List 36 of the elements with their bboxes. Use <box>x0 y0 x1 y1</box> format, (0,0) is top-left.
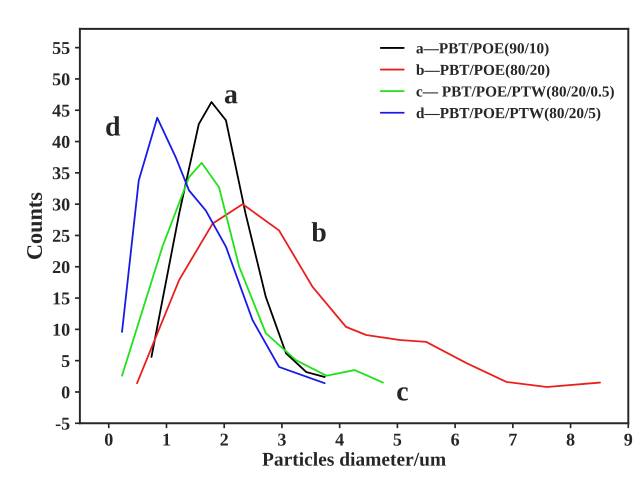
y-tick-label: 35 <box>52 167 70 180</box>
line-series <box>121 162 384 384</box>
y-tick-label: 5 <box>62 355 70 368</box>
y-tick-label: 20 <box>52 261 70 274</box>
annotation: a <box>224 90 238 104</box>
y-axis-title: Counts <box>27 192 42 259</box>
x-tick-label: 7 <box>509 434 517 446</box>
legend-label: a—PBT/POE(90/10) <box>416 42 549 57</box>
y-tick-label: 40 <box>52 136 70 148</box>
y-tick-label: 55 <box>52 42 70 54</box>
x-tick-label: 1 <box>163 434 170 446</box>
y-tick-label: 50 <box>52 73 70 86</box>
y-tick-label: -5 <box>56 418 70 430</box>
annotation: b <box>312 222 326 242</box>
y-tick-label: 45 <box>52 104 70 117</box>
annotation: d <box>106 116 120 136</box>
x-tick-label: 8 <box>566 434 574 446</box>
annotation: c <box>397 387 408 401</box>
x-tick-label: 0 <box>104 434 113 446</box>
x-tick-label: 4 <box>335 434 344 446</box>
legend-label: b—PBT/POE(80/20) <box>416 64 550 78</box>
y-tick-label: 10 <box>54 324 70 336</box>
y-tick-label: 0 <box>62 386 70 398</box>
line-series <box>136 203 601 388</box>
y-tick-label: 30 <box>52 198 70 211</box>
x-tick-label: 9 <box>624 434 632 446</box>
legend-label: d—PBT/POE/PTW(80/20/5) <box>416 107 600 122</box>
x-tick-label: 3 <box>278 434 286 446</box>
x-tick-label: 2 <box>220 434 228 446</box>
x-axis-title: Particles diameter/um <box>262 452 446 466</box>
x-tick-label: 5 <box>394 434 402 446</box>
line-series <box>121 116 326 384</box>
legend-label: c— PBT/POE/PTW(80/20/0.5) <box>416 86 614 100</box>
x-tick-label: 6 <box>451 434 460 446</box>
y-tick-label: 25 <box>52 230 70 242</box>
y-tick-label: 15 <box>54 292 70 305</box>
